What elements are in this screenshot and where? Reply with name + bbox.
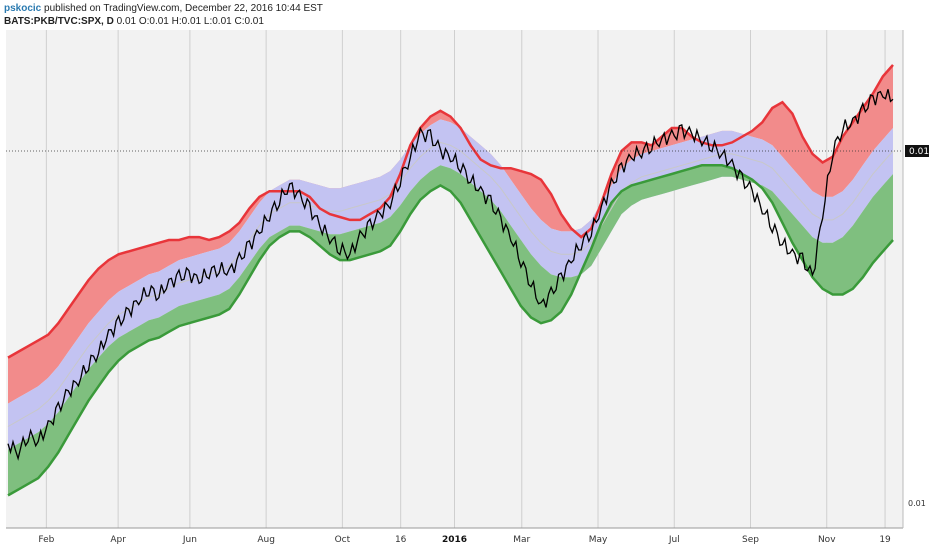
last-price-badge — [905, 145, 929, 157]
x-tick-label: Nov — [818, 535, 836, 545]
x-tick-label: Mar — [513, 535, 530, 545]
channel-bands — [8, 64, 893, 496]
x-tick-label: Apr — [110, 535, 126, 545]
x-tick-label: May — [589, 535, 608, 545]
ohlc-values: 0.01 O:0.01 H:0.01 L:0.01 C:0.01 — [116, 16, 264, 27]
author-link[interactable]: pskocic — [4, 3, 42, 14]
symbol-line: BATS:PKB/TVC:SPX, D 0.01 O:0.01 H:0.01 L… — [4, 15, 323, 28]
x-tick-label: Jul — [668, 535, 680, 545]
channel-lines — [7, 64, 894, 497]
last-price-label: 0.01 — [909, 147, 929, 157]
price-axis-bottom-label: 0.01 — [908, 499, 926, 508]
x-tick-label: 2016 — [442, 535, 467, 545]
time-axis: Feb Apr Jun Aug Oct 16 2016 Mar May Jul Sep Nov 19 — [38, 535, 891, 545]
upper-band-line — [7, 64, 894, 359]
chart-header: pskocic published on TradingView.com, De… — [4, 2, 323, 28]
x-tick-label: Oct — [335, 535, 351, 545]
x-tick-label: Feb — [38, 535, 54, 545]
x-tick-label: Jun — [182, 535, 197, 545]
publish-line: pskocic published on TradingView.com, De… — [4, 2, 323, 15]
lower-band-line — [7, 164, 894, 497]
middle-band-fill — [8, 119, 893, 450]
x-tick-label: Aug — [257, 535, 275, 545]
x-tick-label: 16 — [395, 535, 407, 545]
price-line — [7, 89, 894, 461]
x-tick-label: Sep — [742, 535, 759, 545]
symbol-name: BATS:PKB/TVC:SPX, D — [4, 16, 114, 27]
published-text: published on TradingView.com, December 2… — [44, 3, 323, 14]
x-tick-label: 19 — [879, 535, 891, 545]
